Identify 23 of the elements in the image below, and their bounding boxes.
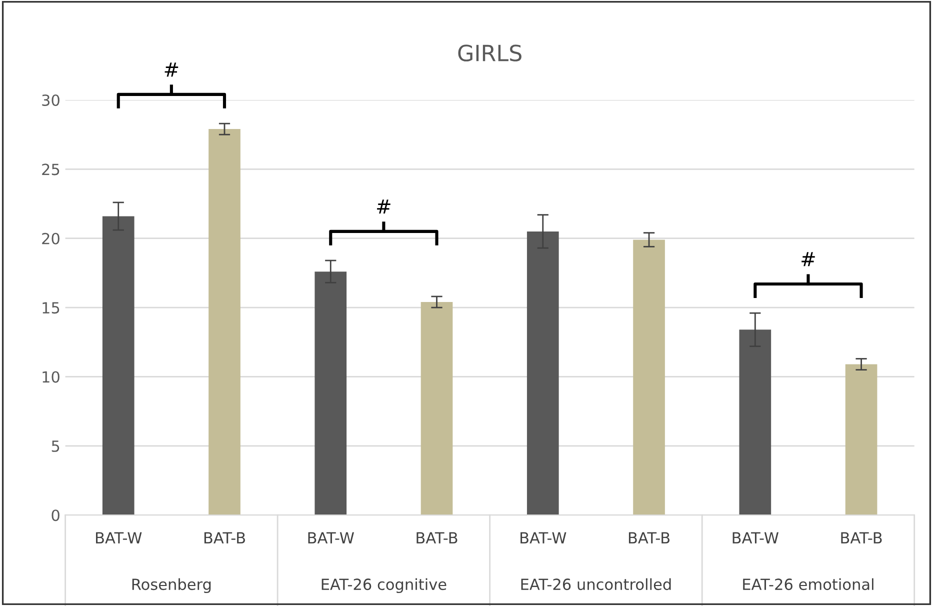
text: EAT-26 uncontrolled — [521, 578, 671, 590]
x-tick-label: BAT-B — [204, 532, 245, 544]
y-tick-label: 25 — [42, 164, 60, 176]
x-tick-label: BAT-W — [96, 532, 142, 544]
y-tick-label: 0 — [52, 510, 60, 522]
x-tick-label: BAT-W — [308, 532, 354, 544]
y-tick-label: 5 — [52, 440, 60, 452]
annotation: # — [377, 200, 390, 214]
y-tick-label: 10 — [42, 371, 60, 383]
x-tick-label: BAT-B — [628, 532, 670, 544]
y-tick-label: 30 — [42, 94, 60, 106]
x-tick-label: BAT-B — [841, 532, 882, 544]
text: EAT-26 cognitive — [322, 578, 446, 594]
chart-title: GIRLS — [458, 44, 522, 62]
text: EAT-26 emotional — [743, 578, 874, 590]
text: # — [164, 62, 178, 77]
x-tick-label: BAT-W — [520, 532, 566, 544]
annotation: # — [802, 252, 815, 266]
y-tick-label: 20 — [42, 232, 60, 244]
y-tick-label: 15 — [42, 302, 60, 314]
x-tick-label: BAT-B — [416, 532, 458, 544]
text: Rosenberg — [132, 578, 211, 594]
x-tick-label: BAT-W — [732, 532, 778, 544]
